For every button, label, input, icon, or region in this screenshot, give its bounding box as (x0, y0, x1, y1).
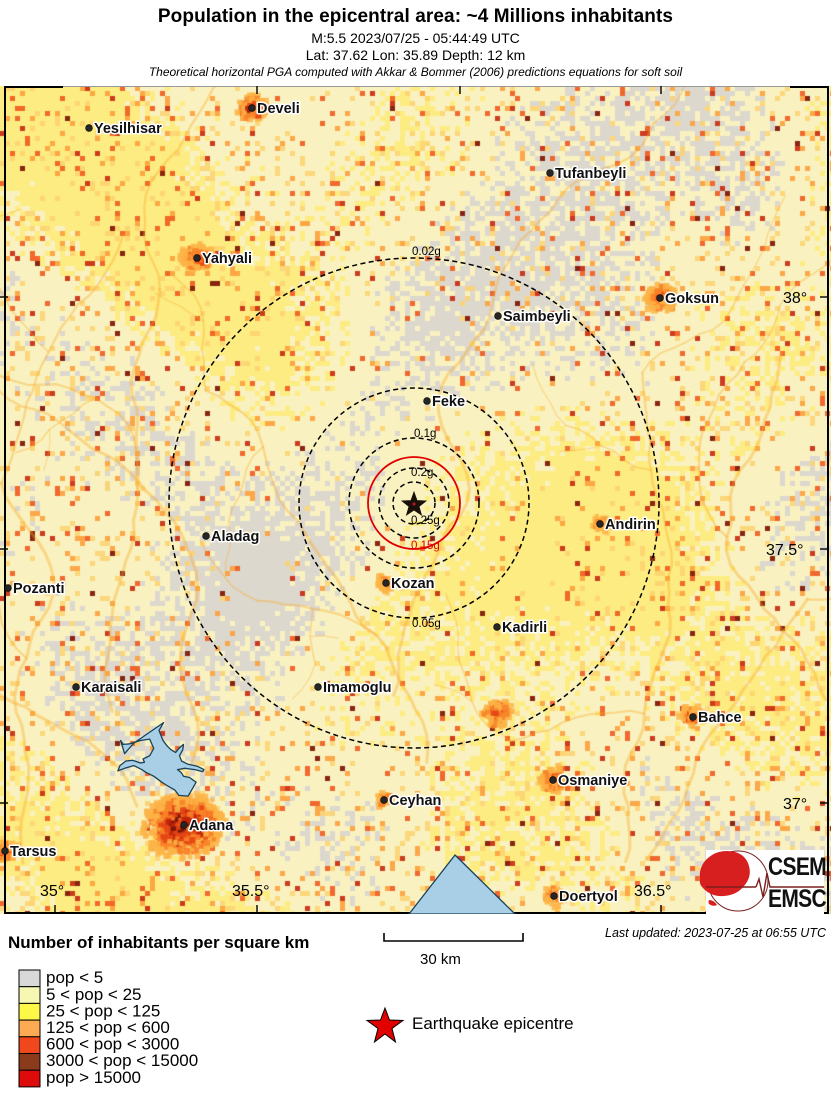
svg-text:EMSC: EMSC (768, 885, 827, 913)
svg-text:Bahce: Bahce (698, 710, 742, 726)
svg-text:0.25g: 0.25g (411, 515, 440, 527)
svg-text:Imamoglu: Imamoglu (323, 680, 391, 696)
svg-text:Tufanbeyli: Tufanbeyli (555, 166, 626, 182)
svg-text:Develi: Develi (257, 101, 300, 117)
svg-text:Yesilhisar: Yesilhisar (94, 121, 162, 137)
svg-text:37.5°: 37.5° (766, 542, 804, 559)
svg-text:0.1g: 0.1g (414, 428, 436, 440)
svg-text:Kozan: Kozan (391, 576, 435, 592)
svg-text:37°: 37° (783, 796, 807, 813)
svg-text:0.05g: 0.05g (412, 618, 441, 630)
svg-text:Doertyol: Doertyol (559, 889, 618, 905)
svg-text:Karaisali: Karaisali (81, 680, 141, 696)
svg-text:Aladag: Aladag (211, 529, 259, 545)
svg-text:35°: 35° (40, 883, 64, 900)
svg-text:0.15g: 0.15g (411, 540, 440, 552)
svg-text:Yahyali: Yahyali (202, 251, 252, 267)
svg-text:Pozanti: Pozanti (13, 581, 65, 597)
svg-text:Last updated: 2023-07-25 at 06: Last updated: 2023-07-25 at 06:55 UTC (605, 926, 827, 940)
svg-text:Kadirli: Kadirli (502, 620, 547, 636)
svg-text:Andirin: Andirin (605, 517, 656, 533)
svg-text:Ceyhan: Ceyhan (389, 793, 441, 809)
svg-text:CSEM: CSEM (768, 853, 826, 881)
svg-text:Tarsus: Tarsus (10, 844, 56, 860)
svg-text:0.02g: 0.02g (412, 246, 441, 258)
svg-text:Osmaniye: Osmaniye (558, 773, 627, 789)
svg-text:Saimbeyli: Saimbeyli (503, 309, 571, 325)
svg-text:Feke: Feke (432, 394, 465, 410)
svg-text:Earthquake epicentre: Earthquake epicentre (412, 1014, 574, 1033)
svg-text:Goksun: Goksun (665, 291, 719, 307)
svg-text:38°: 38° (783, 290, 807, 307)
svg-text:pop > 15000: pop > 15000 (46, 1068, 141, 1087)
svg-text:Adana: Adana (189, 818, 234, 834)
svg-text:35.5°: 35.5° (232, 883, 270, 900)
svg-text:30 km: 30 km (420, 951, 461, 968)
svg-text:0.2g: 0.2g (411, 467, 433, 479)
svg-text:36.5°: 36.5° (634, 883, 672, 900)
svg-text:Number of inhabitants per squa: Number of inhabitants per square km (8, 933, 309, 952)
